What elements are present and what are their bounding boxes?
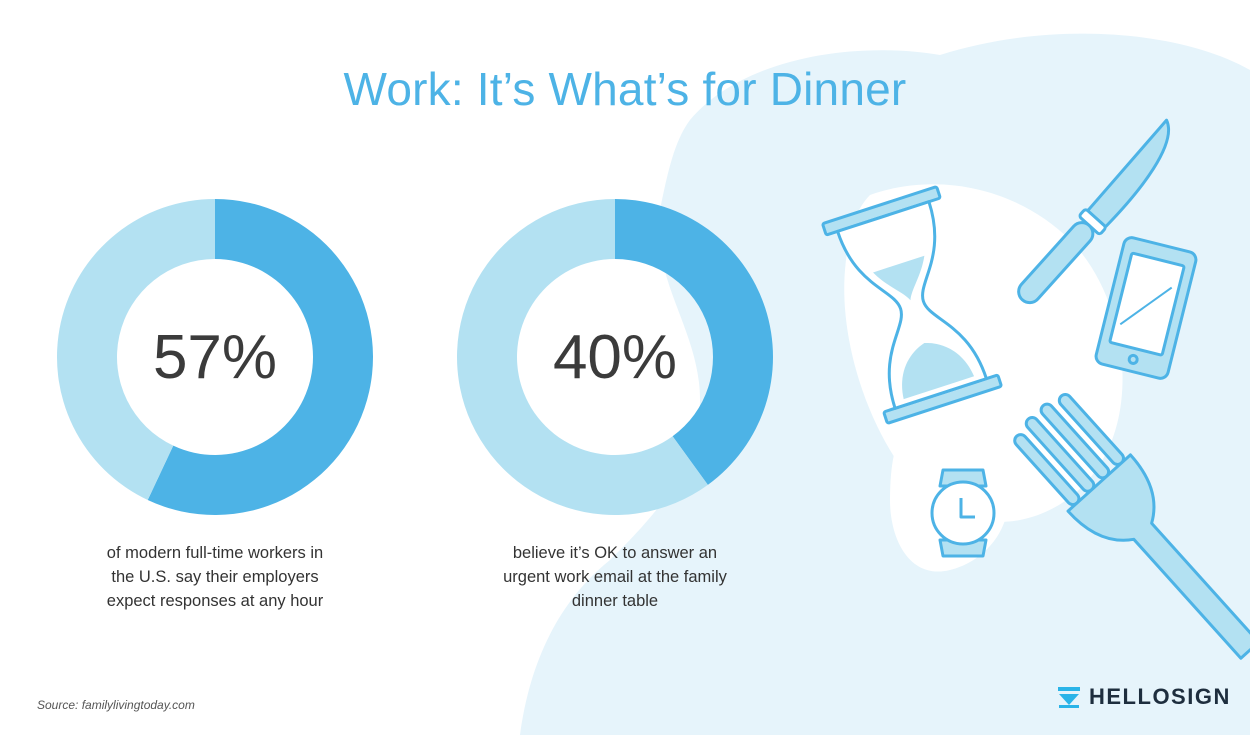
brand-name: HELLOSIGN: [1089, 684, 1231, 709]
donut-caption-right: believe it’s OK to answer an urgent work…: [457, 541, 773, 613]
hellosign-logo: HELLOSIGN: [1057, 684, 1231, 710]
caption-line: expect responses at any hour: [106, 592, 324, 610]
donut-slice-highlight: [147, 199, 373, 515]
caption-line: the U.S. say their employers: [111, 568, 319, 586]
donut-caption-left: of modern full-time workers in the U.S. …: [57, 541, 373, 613]
caption-line: dinner table: [571, 592, 659, 610]
donut-svg-right: [457, 199, 773, 515]
watch-icon: [930, 468, 996, 558]
donut-slice-remainder: [57, 199, 215, 500]
phone-icon: [1094, 236, 1198, 380]
donut-center-label: 57%: [152, 322, 278, 392]
hellosign-logo-icon: [1058, 687, 1080, 708]
donut-chart-right: 40%: [457, 199, 773, 515]
donut-chart-left: 57%: [57, 199, 373, 515]
knife-icon: [1017, 118, 1170, 305]
caption-line: urgent work email at the family: [503, 568, 727, 586]
donut-slice-highlight: [615, 199, 773, 485]
donut-center-label: 40%: [552, 322, 678, 392]
donut-slice-remainder: [457, 199, 708, 515]
caption-line: of modern full-time workers in: [106, 544, 324, 562]
caption-line: believe it’s OK to answer an: [512, 544, 718, 562]
hourglass-icon: [821, 185, 1003, 425]
donut-svg-left: [57, 199, 373, 515]
fork-icon: [1013, 392, 1250, 660]
source-note: Source: familylivingtoday.com: [37, 698, 195, 712]
page-title: Work: It’s What’s for Dinner: [343, 63, 907, 115]
